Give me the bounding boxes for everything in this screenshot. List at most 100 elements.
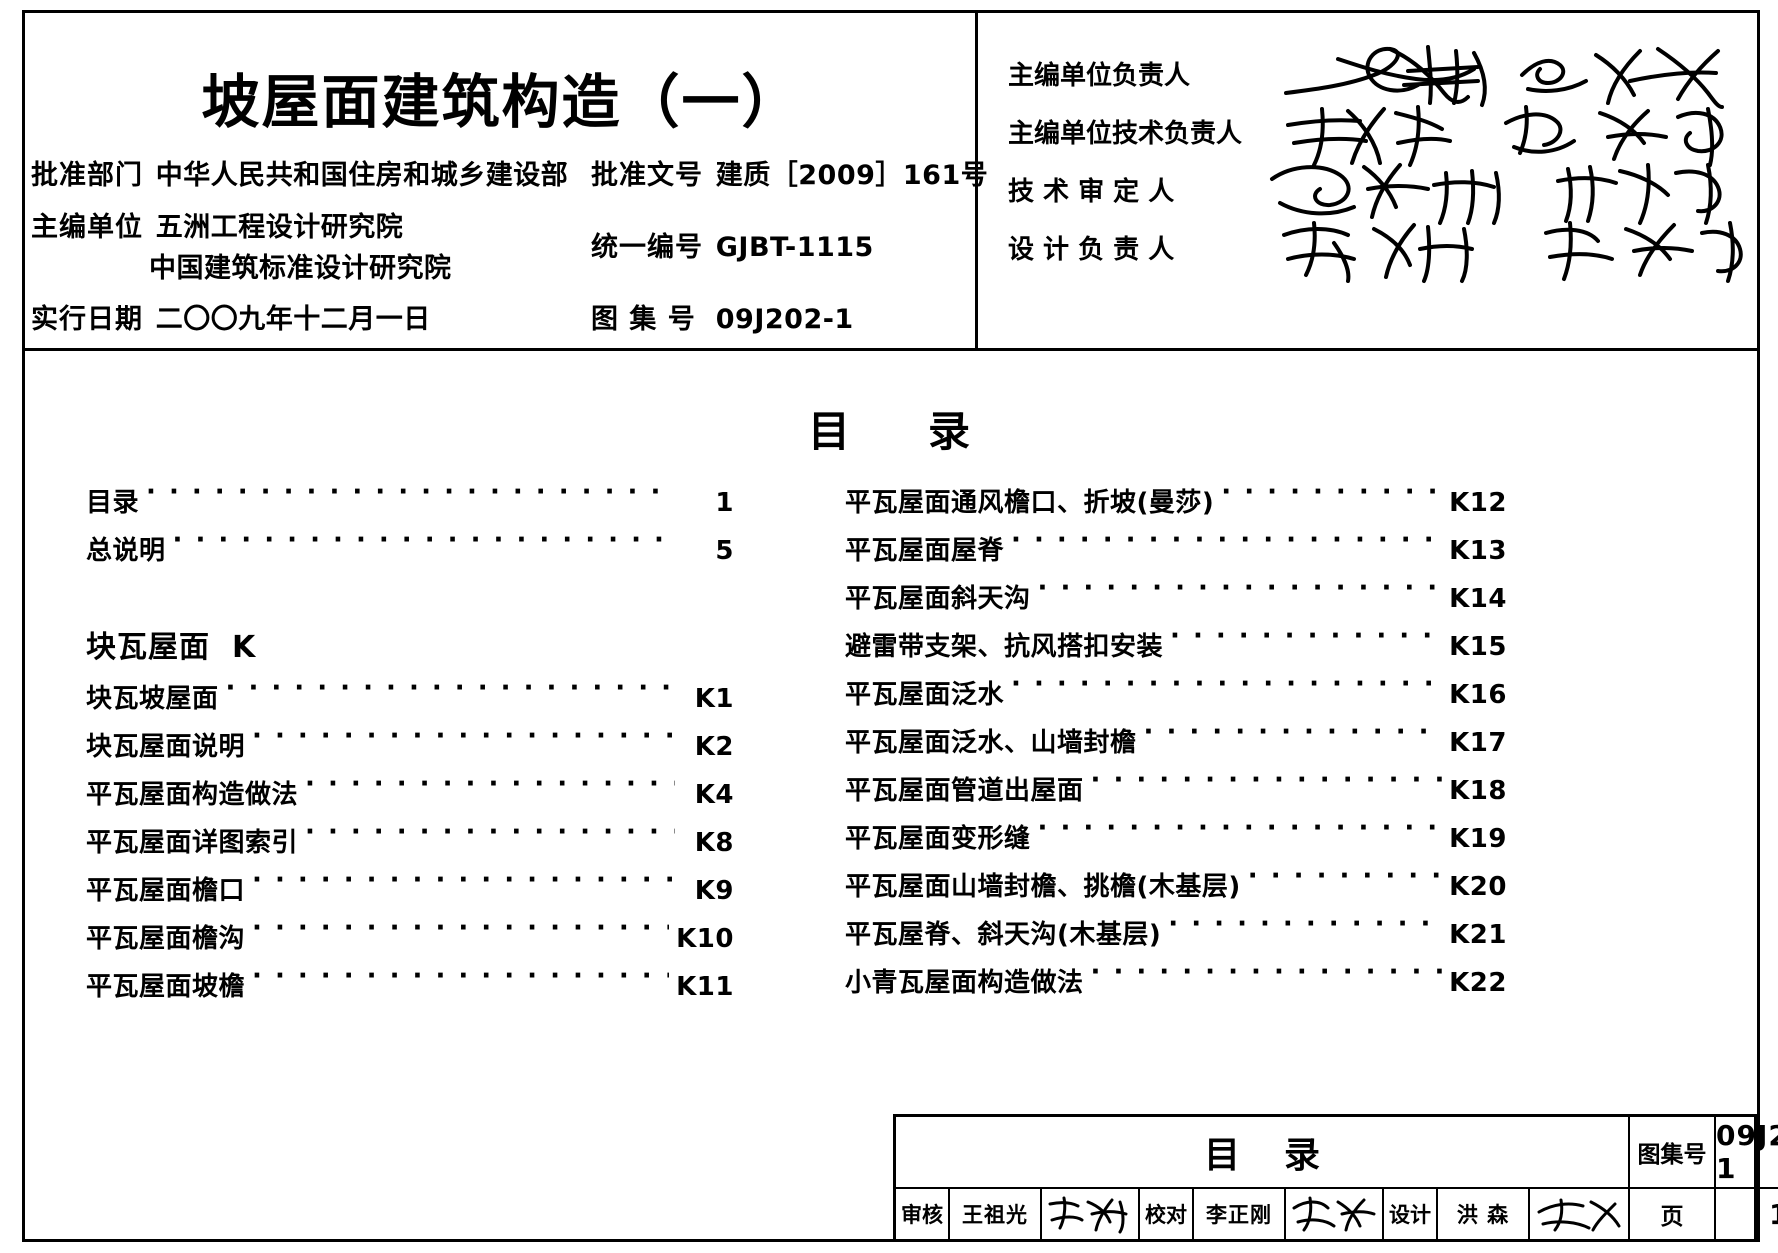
- toc-leader-dots: [1248, 869, 1442, 895]
- toc-section-name: 块瓦屋面: [86, 630, 210, 665]
- toc-item[interactable]: 平瓦屋面斜天沟 K14: [845, 578, 1507, 626]
- page-border: [22, 10, 1760, 1242]
- toc-item-label: 平瓦屋面通风檐口、折坡(曼莎): [845, 488, 1215, 518]
- atlas-number-value: 09J202-1: [1716, 1119, 1778, 1185]
- toc-item-label: 平瓦屋面檐口: [86, 876, 246, 906]
- toc-leader-dots: [252, 729, 675, 755]
- page-number-label: 页: [1630, 1189, 1716, 1239]
- toc-leader-dots: [305, 825, 675, 851]
- handwritten-signature-icon: [1268, 161, 1748, 225]
- title-block-right: 图集号 09J202-1 页 1: [1630, 1117, 1778, 1239]
- toc-item-label: 平瓦屋面变形缝: [845, 824, 1031, 854]
- title-block-main: 目录 审核 王祖光: [896, 1117, 1630, 1239]
- signature-label-design-head: 设 计 负 责 人: [1008, 235, 1175, 265]
- toc-item-page: K4: [694, 780, 734, 810]
- toc-leader-dots: [1091, 773, 1443, 799]
- toc-item[interactable]: 总说明 5: [86, 530, 734, 578]
- signature-label-tech-reviewer: 技 术 审 定 人: [1008, 177, 1175, 207]
- toc-heading: 目录: [807, 407, 1048, 456]
- toc-item-page: 1: [715, 488, 734, 518]
- toc-item[interactable]: 平瓦屋面山墙封檐、挑檐(木基层) K20: [845, 866, 1507, 914]
- title-block-sheet-title: 目录: [896, 1117, 1628, 1189]
- meta-label-effective-date: 实行日期: [31, 304, 143, 335]
- meta-value-effective-date: 二〇〇九年十二月一日: [155, 304, 431, 335]
- toc-leader-dots: [252, 969, 669, 995]
- toc-leader-dots: [1011, 677, 1442, 703]
- reviewer-role-label: 审核: [896, 1189, 950, 1239]
- toc-leader-dots: [1038, 581, 1443, 607]
- toc-item-label: 平瓦屋面泛水、山墙封檐: [845, 728, 1137, 758]
- toc-right-column: 平瓦屋面通风檐口、折坡(曼莎) K12 平瓦屋面屋脊 K13 平瓦屋面斜天沟 K…: [845, 482, 1507, 1010]
- toc-item[interactable]: 平瓦屋面变形缝 K19: [845, 818, 1507, 866]
- meta-label-unified-no: 统一编号: [591, 232, 703, 263]
- toc-item-label: 平瓦屋面檐沟: [86, 924, 246, 954]
- drawing-title-block: 目录 审核 王祖光: [893, 1114, 1778, 1242]
- checker-role-label: 校对: [1140, 1189, 1194, 1239]
- toc-leader-dots: [1168, 917, 1442, 943]
- signature-row-chief-tech-head: 主编单位技术负责人: [978, 105, 1757, 167]
- toc-item-page: K20: [1449, 872, 1507, 902]
- meta-value-atlas-no: 09J202-1: [715, 304, 854, 335]
- toc-item-label: 块瓦坡屋面: [86, 684, 219, 714]
- toc-section-code: K: [232, 630, 257, 665]
- toc-item-page: K10: [676, 924, 734, 954]
- toc-leader-dots: [305, 777, 675, 803]
- toc-item[interactable]: 块瓦坡屋面 K1: [86, 678, 734, 726]
- toc-item[interactable]: 平瓦屋面坡檐 K11: [86, 966, 734, 1014]
- toc-item-label: 目录: [86, 488, 140, 518]
- checker-signature-icon: [1286, 1189, 1384, 1239]
- checker-name: 李正刚: [1194, 1189, 1286, 1239]
- atlas-number-label: 图集号: [1630, 1117, 1716, 1187]
- meta-label-chief-editor: 主编单位: [31, 212, 143, 243]
- toc-item[interactable]: 小青瓦屋面构造做法 K22: [845, 962, 1507, 1010]
- toc-item-page: K2: [694, 732, 734, 762]
- toc-left-column: 目录 1 总说明 5 块瓦屋面 K 块瓦坡屋面 K1 块瓦屋面说明 K2 平瓦屋面…: [86, 482, 734, 1014]
- toc-item-page: K19: [1449, 824, 1507, 854]
- atlas-number-row: 图集号 09J202-1: [1630, 1117, 1778, 1189]
- toc-item[interactable]: 平瓦屋面泛水、山墙封檐 K17: [845, 722, 1507, 770]
- toc-leader-dots: [1221, 485, 1442, 511]
- toc-item-page: K9: [694, 876, 734, 906]
- toc-item[interactable]: 平瓦屋面泛水 K16: [845, 674, 1507, 722]
- toc-item[interactable]: 平瓦屋面檐沟 K10: [86, 918, 734, 966]
- toc-item[interactable]: 平瓦屋面檐口 K9: [86, 870, 734, 918]
- toc-item-label: 块瓦屋面说明: [86, 732, 246, 762]
- signature-row-tech-reviewer: 技 术 审 定 人: [978, 163, 1757, 225]
- toc-item-page: K22: [1449, 968, 1507, 998]
- meta-row-chief-editor: 主编单位 五洲工程设计研究院: [31, 205, 403, 244]
- toc-item[interactable]: 平瓦屋脊、斜天沟(木基层) K21: [845, 914, 1507, 962]
- meta-row-atlas-no: 图 集 号 09J202-1: [591, 297, 854, 336]
- toc-item-label: 平瓦屋脊、斜天沟(木基层): [845, 920, 1162, 950]
- toc-item-page: K15: [1449, 632, 1507, 662]
- designer-signature-icon: [1530, 1189, 1628, 1239]
- title-block-signature-row: 审核 王祖光 校对: [896, 1189, 1628, 1239]
- toc-item[interactable]: 平瓦屋面管道出屋面 K18: [845, 770, 1507, 818]
- toc-item-label: 平瓦屋面泛水: [845, 680, 1005, 710]
- toc-leader-dots: [173, 533, 675, 559]
- toc-leader-dots: [226, 681, 675, 707]
- handwritten-signature-icon: [1278, 45, 1758, 109]
- signature-row-chief-editor-head: 主编单位负责人: [978, 45, 1757, 109]
- signature-panel: 主编单位负责人: [978, 13, 1757, 351]
- toc-item[interactable]: 块瓦屋面说明 K2: [86, 726, 734, 774]
- meta-label-atlas-no: 图 集 号: [591, 304, 696, 335]
- meta-row-effective-date: 实行日期 二〇〇九年十二月一日: [31, 297, 431, 336]
- toc-item[interactable]: 目录 1: [86, 482, 734, 530]
- toc-item[interactable]: 平瓦屋面详图索引 K8: [86, 822, 734, 870]
- toc-item-label: 平瓦屋面详图索引: [86, 828, 299, 858]
- toc-item[interactable]: 平瓦屋面屋脊 K13: [845, 530, 1507, 578]
- reviewer-name: 王祖光: [950, 1189, 1042, 1239]
- toc-leader-dots: [1170, 629, 1442, 655]
- signature-label-chief-tech-head: 主编单位技术负责人: [1008, 119, 1243, 149]
- toc-leader-dots: [1144, 725, 1443, 751]
- toc-item-page: K17: [1449, 728, 1507, 758]
- toc-item[interactable]: 避雷带支架、抗风搭扣安装 K15: [845, 626, 1507, 674]
- meta-label-approval-no: 批准文号: [591, 160, 703, 191]
- toc-item-page: K13: [1449, 536, 1507, 566]
- meta-row-approval-dept: 批准部门 中华人民共和国住房和城乡建设部: [31, 153, 568, 192]
- meta-value-approval-no: 建质［2009］161号: [715, 160, 989, 191]
- toc-item[interactable]: 平瓦屋面构造做法 K4: [86, 774, 734, 822]
- handwritten-signature-icon: [1278, 103, 1758, 167]
- toc-item[interactable]: 平瓦屋面通风檐口、折坡(曼莎) K12: [845, 482, 1507, 530]
- toc-item-page: K21: [1449, 920, 1507, 950]
